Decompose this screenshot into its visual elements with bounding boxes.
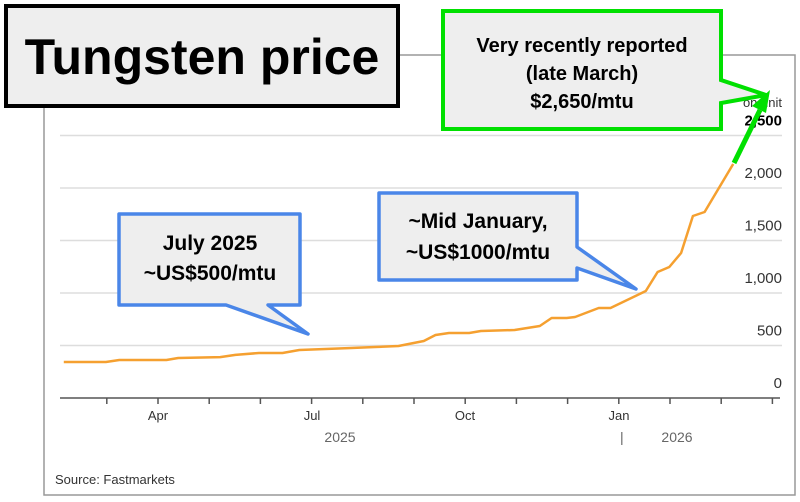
latest-callout-line-2: (late March) [526,63,638,85]
chart-title: Tungsten price [25,29,380,85]
year-divider: | [620,429,624,445]
july-callout-line-2: ~US$500/mtu [144,262,276,285]
x-tick-label: Oct [455,408,476,423]
july-callout [117,212,310,336]
y-tick-label: 1,500 [744,218,782,235]
price-line [63,163,735,364]
latest-price-callout [441,9,767,131]
year-label-2026: 2026 [661,429,692,445]
x-tick-label: Apr [148,408,169,423]
y-tick-label: 0 [774,375,782,392]
latest-callout-line-1: Very recently reported [476,35,687,57]
january-callout [377,191,638,291]
july-callout-line-1: July 2025 [163,232,258,255]
january-callout-line-1: ~Mid January, [408,210,547,233]
y-tick-label: 1,000 [744,270,782,287]
y-tick-label: 500 [757,323,782,340]
latest-callout-line-3: $2,650/mtu [530,91,633,113]
title-box [4,4,400,108]
x-tick-label: Jan [609,408,630,423]
year-label-2025: 2025 [324,429,355,445]
chart-frame [43,54,796,496]
source-note: Source: Fastmarkets [55,472,175,487]
x-tick-label: Jul [304,408,321,423]
y-tick-label: 2,000 [744,165,782,182]
january-callout-line-2: ~US$1000/mtu [406,241,550,264]
green-arrow [731,108,763,165]
